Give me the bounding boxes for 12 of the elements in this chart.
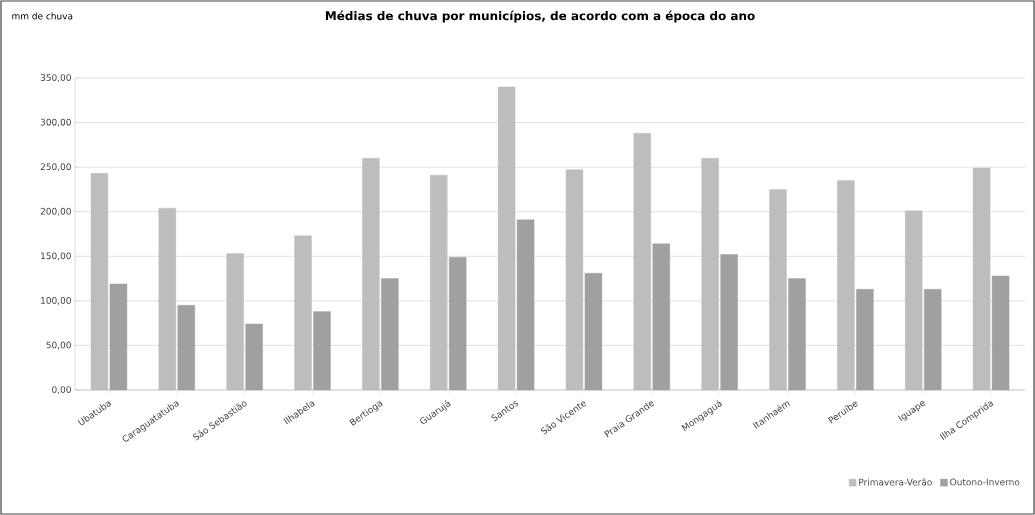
y-tick-label: 50,00 — [46, 341, 71, 350]
text: mm de chuva — [12, 12, 73, 20]
y-tick-label: 350,00 — [40, 74, 71, 82]
y-tick-label: 250,00 — [40, 163, 71, 171]
y-tick-label: 200,00 — [40, 207, 71, 216]
y-tick-label: 150,00 — [41, 252, 71, 261]
y-tick-label: 0,00 — [52, 386, 71, 394]
legend-label: Outono-Inverno — [950, 478, 1020, 486]
y-tick-label: 300,00 — [40, 118, 71, 127]
y-tick-label: 100,00 — [41, 297, 71, 305]
chart-title: Médias de chuva por municípios, de acordo com a época do ano — [325, 10, 755, 23]
legend-label: Primavera-Verão — [859, 478, 932, 486]
